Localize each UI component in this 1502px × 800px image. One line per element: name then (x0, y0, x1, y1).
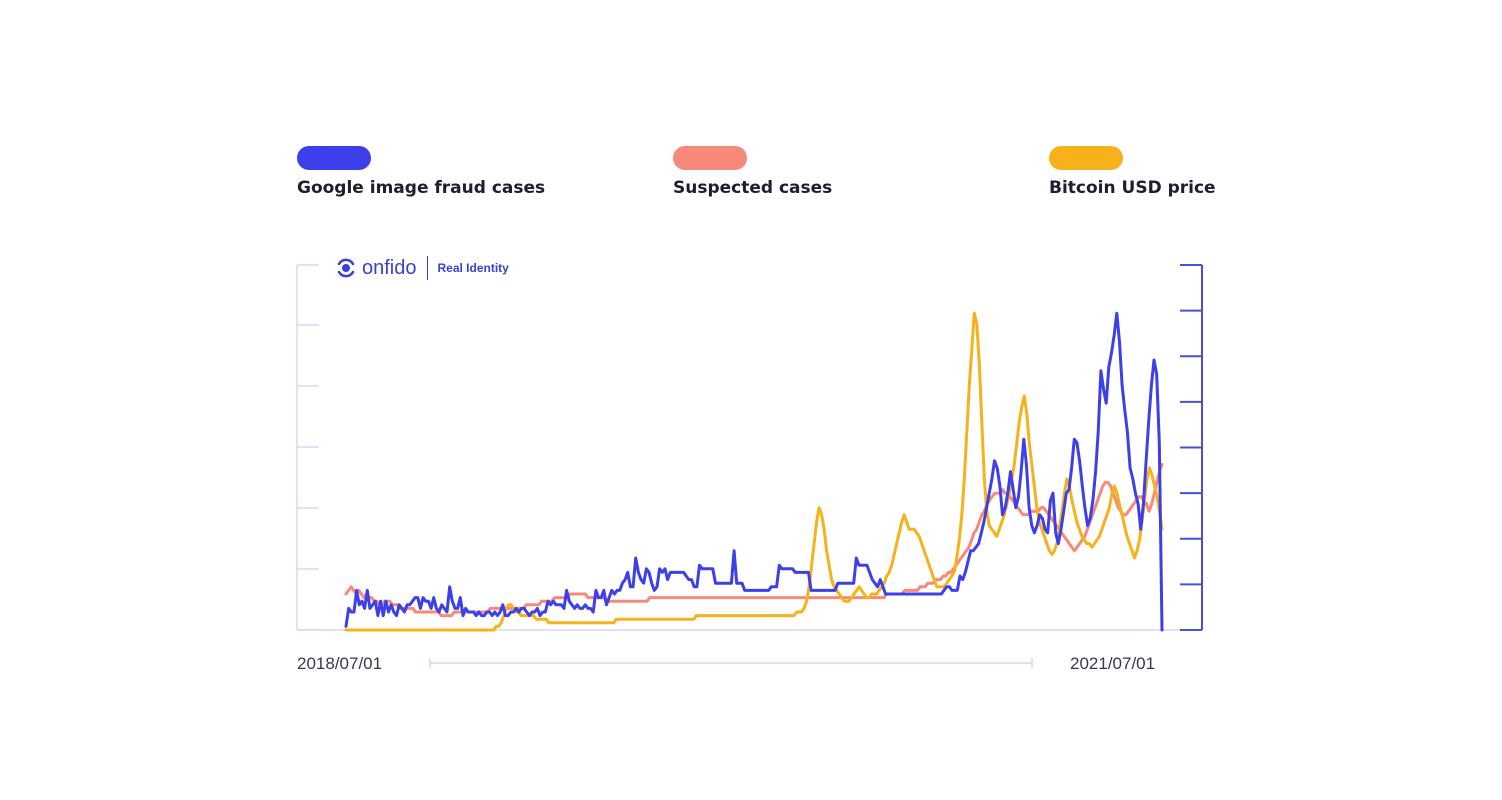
series-line-bitcoin-usd-price (344, 311, 1164, 632)
legend-swatch-google-fraud (297, 146, 371, 170)
x-axis-start-label: 2018/07/01 (297, 654, 383, 673)
brand-name: onfido (362, 256, 417, 279)
brand-tagline: Real Identity (437, 261, 509, 275)
legend-item-google-fraud: Google image fraud cases (297, 146, 545, 198)
legend-swatch-bitcoin (1049, 146, 1123, 170)
chart-axes (296, 264, 1203, 668)
onfido-logo-icon (337, 258, 355, 278)
x-axis-end-label: 2021/07/01 (1070, 654, 1156, 673)
legend-swatch-suspected (673, 146, 747, 170)
legend-item-suspected: Suspected cases (673, 146, 832, 198)
brand-divider (426, 256, 428, 280)
chart-series (344, 311, 1164, 632)
series-line-suspected-cases (344, 462, 1164, 618)
legend-label-bitcoin: Bitcoin USD price (1049, 178, 1216, 198)
legend-label-google-fraud: Google image fraud cases (297, 178, 546, 198)
legend-label-suspected: Suspected cases (673, 178, 833, 198)
brand-watermark: onfido Real Identity (336, 254, 509, 282)
series-line-google-image-fraud-cases (344, 311, 1164, 632)
legend-item-bitcoin: Bitcoin USD price (1049, 146, 1216, 198)
